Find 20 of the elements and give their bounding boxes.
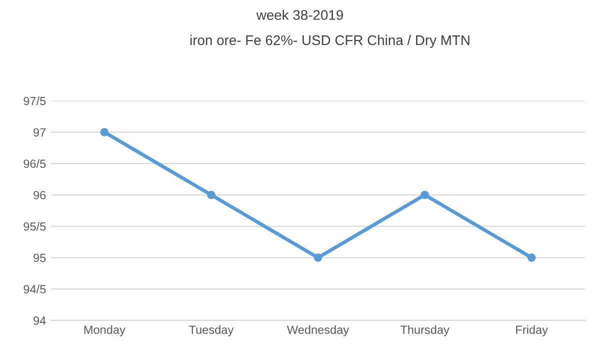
x-tick-label: Friday xyxy=(516,325,548,336)
x-tick-label: Thursday xyxy=(400,325,450,336)
point xyxy=(527,253,536,262)
point xyxy=(420,190,429,200)
y-tick-label: 97 xyxy=(34,128,46,137)
point xyxy=(207,190,216,200)
x-tick-label: Tuesday xyxy=(189,325,234,336)
y-tick-label: 95 xyxy=(34,254,46,262)
y-tick-label: 94 xyxy=(34,316,46,325)
chart-title: week 38-2019 xyxy=(256,10,343,20)
point xyxy=(314,253,322,262)
chart-subtitle: iron ore- Fe 62%- USD CFR China / Dry MTN xyxy=(190,34,470,48)
x-tick-label: Wednesday xyxy=(286,325,350,336)
y-tick-label: 96 xyxy=(34,190,46,200)
y-tick-label: 95/5 xyxy=(24,222,46,231)
y-tick-label: 97/5 xyxy=(24,96,46,106)
y-tick-label: 96/5 xyxy=(24,159,46,168)
x-tick-label: Monday xyxy=(84,325,126,336)
y-tick-label: 94/5 xyxy=(24,284,46,294)
point xyxy=(100,128,109,136)
